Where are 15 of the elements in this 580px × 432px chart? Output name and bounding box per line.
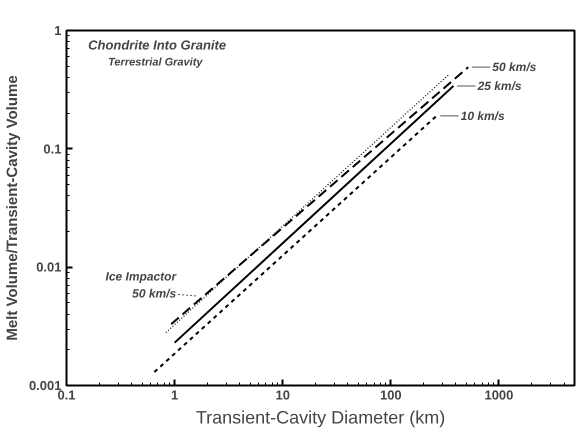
- x-tick-label: 10: [275, 388, 290, 402]
- text: Terrestrial Gravity: [108, 56, 204, 68]
- y-tick-label: 1: [54, 23, 62, 38]
- x-axis-title: Transient-Cavity Diameter (km): [196, 408, 446, 428]
- y-tick-label: 0.01: [36, 260, 62, 275]
- text: Chondrite Into Granite: [88, 38, 226, 52]
- text: 50 km/s: [492, 60, 537, 74]
- x-tick-label: 1000: [484, 388, 514, 402]
- y-axis-title: Melt Volume/Transient-Cavity Volume: [4, 75, 21, 341]
- text: 25 km/s: [476, 78, 522, 93]
- y-tick-label: 0.1: [43, 141, 62, 156]
- series-label: Ice Impactor 50 km/s: [105, 270, 178, 300]
- text: 10 km/s: [460, 108, 506, 123]
- x-tick-label: 1: [170, 388, 178, 402]
- x-tick-label: 100: [380, 388, 402, 402]
